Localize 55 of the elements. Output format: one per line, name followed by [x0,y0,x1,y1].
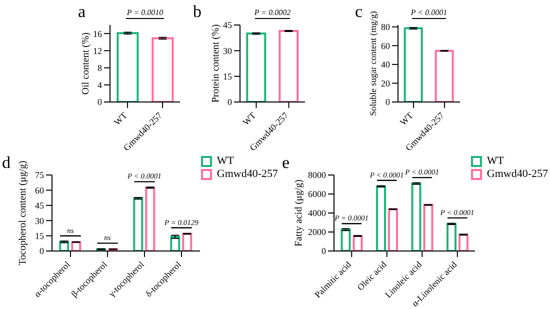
y-tick-label: 8 [98,62,102,73]
y-tick-label: 15 [223,72,232,82]
y-tick-label: 75 [35,170,44,180]
chart-title: a [78,2,86,22]
bar [170,236,180,251]
legend-label: Gmwd40-257 [216,168,278,180]
text: P = 0.0010 [126,8,164,17]
chart-title: c [355,2,363,22]
y-tick-label: 0 [98,97,102,108]
bar [423,204,434,251]
y-tick-label: 30 [223,46,232,56]
y-tick-label: 8000 [308,170,326,180]
text: P < 0.0001 [410,8,448,17]
legend-label: WT [486,155,504,167]
y-axis-title: Protein content (%) [210,24,222,103]
y-tick-label: 0 [322,246,326,256]
bar [458,234,469,251]
bar [145,186,156,251]
bar [446,222,457,251]
y-axis-title: Tocopherol content (μg/g) [18,160,29,266]
chart-title: d [2,153,10,173]
bar [133,197,144,251]
y-tick-label: 20 [381,78,390,88]
legend-label: Gmwd40-257 [486,168,548,180]
y-axis-title: Fatty acid (μg/g) [294,179,305,247]
y-tick-label: 4000 [308,208,326,218]
y-tick-label: 0 [228,97,232,108]
bar [182,232,192,251]
y-tick-label: 45 [35,200,44,211]
y-tick-label: 60 [35,185,44,196]
y-axis-title: Oil content (%) [80,32,92,95]
y-tick-label: 4 [98,80,102,90]
chart-title: e [282,153,290,173]
y-tick-label: 15 [35,230,44,241]
bar [352,234,363,251]
y-tick-label: 60 [381,40,390,51]
y-tick-label: 40 [381,60,390,70]
chart-title: b [193,2,202,22]
y-tick-label: 30 [35,216,44,226]
y-axis-title: Soluble sugar content (mg/g) [368,11,378,116]
y-tick-label: 6000 [308,189,326,200]
y-tick-label: 12 [93,46,102,56]
text: P = 0.0002 [253,8,292,17]
bar [388,208,398,251]
bar [376,185,386,251]
y-tick-label: 16 [93,28,102,39]
y-tick-label: 45 [223,20,232,30]
x-tick-label: WT [112,110,130,128]
y-tick-label: 0 [386,97,390,108]
bar [340,228,351,251]
y-tick-label: 2000 [308,227,326,238]
legend-label: WT [216,155,234,167]
y-tick-label: 80 [381,22,390,32]
y-tick-label: 0 [40,246,44,256]
bar [411,182,422,251]
